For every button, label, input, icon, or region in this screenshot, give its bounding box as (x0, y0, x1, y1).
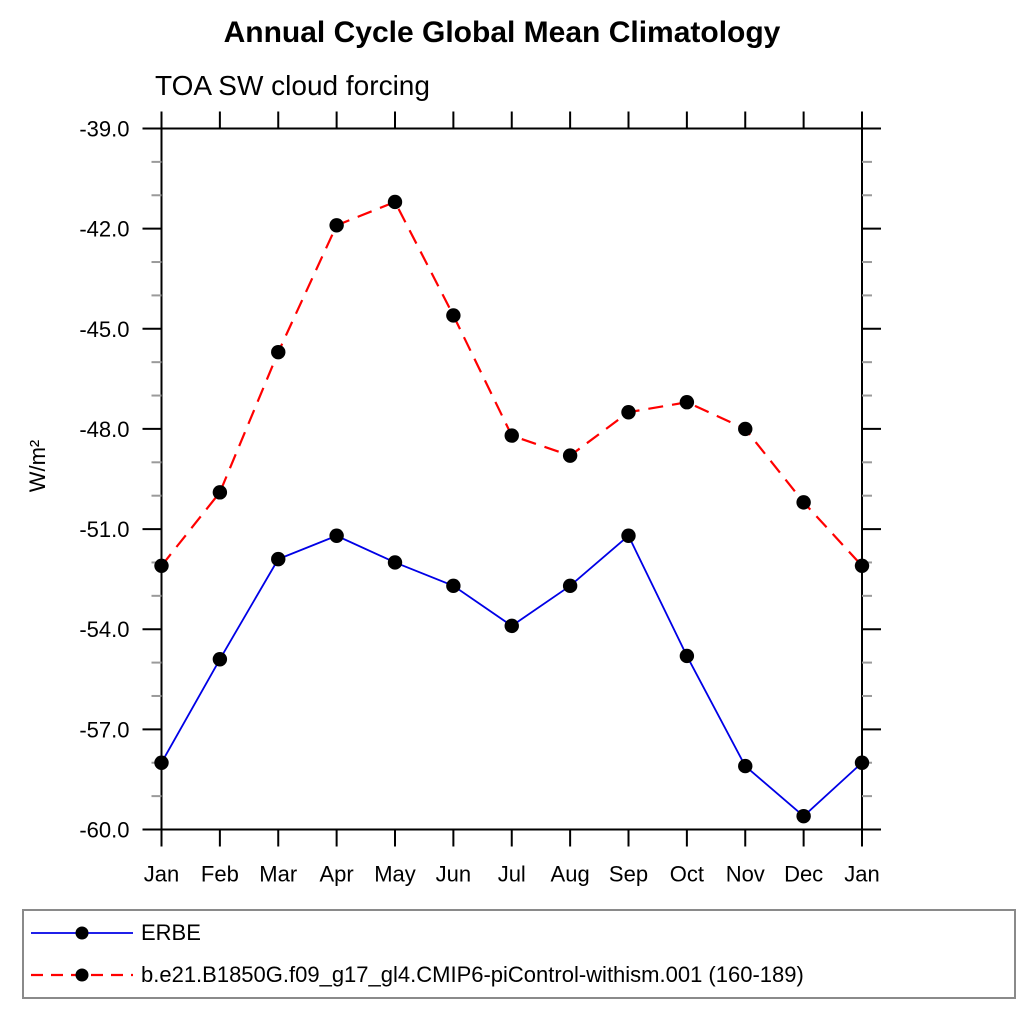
x-axis-tick-label: Apr (320, 862, 354, 887)
y-axis-tick-label: -57.0 (79, 717, 129, 742)
y-axis-minor-ticks (151, 160, 872, 798)
y-axis-major-ticks (142, 127, 881, 831)
y-axis-tick-labels: -39.0 -42.0 -45.0 -48.0 -51.0 -54.0 -57.0 -60.0 (79, 117, 129, 843)
x-axis-tick-label: Aug (551, 862, 590, 887)
erbe-data-point (504, 618, 519, 634)
model-line (160, 200, 863, 567)
model-data-point (329, 218, 344, 233)
erbe-legend-sample-icon (31, 926, 133, 940)
y-axis-tick-label: -48.0 (79, 417, 129, 442)
model-data-point (738, 421, 753, 437)
model-data-point (504, 428, 519, 443)
model-line-group (160, 200, 863, 567)
x-axis-tick-label: Jan (144, 862, 179, 887)
chart-subtitle: TOA SW cloud forcing (155, 70, 430, 101)
chart-title: Annual Cycle Global Mean Climatology (223, 16, 781, 49)
x-axis-tick-label: Oct (670, 862, 704, 887)
x-axis-tick-label: Mar (259, 862, 297, 887)
model-data-point (154, 558, 169, 573)
model-data-point (446, 308, 461, 323)
erbe-data-point (621, 528, 636, 543)
x-axis-tick-label: Sep (609, 862, 648, 887)
y-axis-tick-label: -45.0 (79, 317, 129, 342)
erbe-line (160, 534, 863, 818)
x-axis-tick-label: Jan (844, 862, 879, 887)
plot-frame (160, 127, 863, 831)
legend-label-model: b.e21.B1850G.f09_g17_gl4.CMIP6-piControl… (141, 962, 804, 987)
erbe-data-point (679, 648, 695, 664)
plot-frame-group (160, 127, 863, 831)
erbe-line-group (160, 534, 863, 818)
model-data-point (796, 495, 811, 510)
erbe-data-point (329, 528, 344, 543)
model-data-point (679, 395, 695, 410)
x-axis-tick-label: Dec (784, 862, 823, 887)
legend-entry-model: b.e21.B1850G.f09_g17_gl4.CMIP6-piControl… (29, 958, 1014, 992)
x-axis-tick-label: Jul (498, 862, 526, 887)
erbe-data-point (796, 808, 811, 824)
model-data-point (212, 485, 228, 500)
model-data-point (854, 558, 870, 573)
erbe-data-point (212, 652, 228, 667)
x-axis-tick-label: Jun (436, 862, 471, 887)
x-axis-tick-label: May (374, 862, 416, 887)
erbe-data-point (271, 551, 286, 567)
model-data-point (271, 344, 286, 360)
legend-label-erbe: ERBE (141, 920, 201, 945)
erbe-data-point (738, 758, 753, 774)
x-axis-ticks (160, 111, 863, 847)
legend-entry-erbe: ERBE (29, 916, 1014, 950)
model-legend-sample-icon (31, 968, 133, 982)
legend: ERBE b.e21.B1850G.f09_g17_gl4.CMIP6-piCo… (22, 909, 1016, 999)
x-axis-labels: Jan Feb Mar Apr May Jun Jul Aug Sep Oct Nov Dec Jan (144, 862, 880, 887)
erbe-data-point (562, 578, 578, 594)
erbe-data-point (446, 578, 461, 594)
erbe-points (154, 528, 870, 824)
erbe-data-point (154, 755, 169, 770)
y-axis-tick-label: -54.0 (79, 617, 129, 642)
y-axis-tick-label: -39.0 (79, 117, 129, 142)
erbe-data-point (387, 555, 403, 570)
erbe-data-point (854, 755, 870, 770)
model-points (154, 194, 870, 573)
y-axis-tick-label: -42.0 (79, 217, 129, 242)
y-axis-tick-label: -51.0 (79, 517, 129, 542)
x-axis-tick-label: Nov (726, 862, 765, 887)
model-data-point (621, 405, 636, 420)
x-axis-tick-label: Feb (201, 862, 239, 887)
model-data-point (562, 448, 578, 463)
model-data-point (387, 194, 403, 210)
y-axis-tick-label: -60.0 (79, 818, 129, 843)
